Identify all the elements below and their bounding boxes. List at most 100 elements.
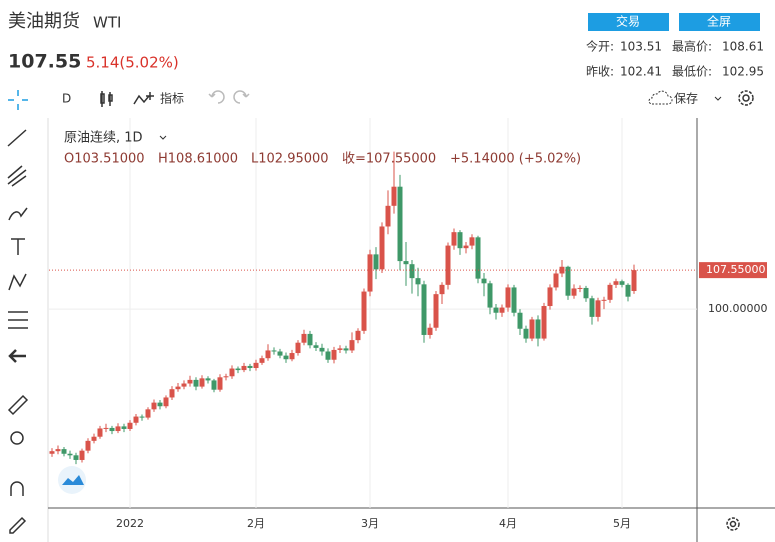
candle-body <box>373 254 379 270</box>
candle-body <box>529 319 535 339</box>
candle-body <box>349 340 355 351</box>
undo[interactable] <box>208 90 225 104</box>
candle-body <box>295 342 301 354</box>
candle-body <box>283 355 289 360</box>
interval[interactable]: D <box>62 92 71 106</box>
candle-body <box>169 389 175 398</box>
legend-change: +5.14000 (+5.02%) <box>450 152 581 167</box>
stat-value: 102.95 <box>722 65 764 79</box>
candle-body <box>265 350 271 359</box>
candle-body <box>133 416 139 423</box>
candle-body <box>589 298 595 317</box>
candle-body <box>451 232 457 246</box>
candle-body <box>331 349 337 360</box>
pattern-tool[interactable] <box>8 273 27 291</box>
candle-body <box>163 397 169 407</box>
legend-caret[interactable] <box>159 135 167 140</box>
candle-body <box>385 205 391 227</box>
brush-tool[interactable] <box>8 207 28 221</box>
stat-label: 最低价: <box>672 65 712 79</box>
redo[interactable] <box>233 90 250 104</box>
candle-body <box>415 278 421 285</box>
axis-settings[interactable] <box>726 517 740 531</box>
stat-label: 昨收: <box>586 65 614 79</box>
candle-body <box>103 427 109 429</box>
candle-body <box>91 436 97 441</box>
trade-button-label[interactable]: 交易 <box>616 14 640 29</box>
candle-body <box>505 287 511 308</box>
logo <box>58 466 86 494</box>
candle-body <box>217 377 223 390</box>
candle-body <box>379 226 385 270</box>
candle-body <box>301 333 307 343</box>
fullscreen-button-label[interactable]: 全屏 <box>707 14 731 29</box>
last-price-label: 107.55000 <box>706 263 766 276</box>
candle-body <box>235 368 241 371</box>
pitchfork-tool[interactable] <box>7 165 27 187</box>
candle-body <box>127 422 133 429</box>
candle-body <box>541 306 547 339</box>
legend-title: 原油连续, 1D <box>64 130 143 146</box>
candle-body <box>187 379 193 384</box>
candle-body <box>229 368 235 377</box>
candle-body <box>67 453 73 456</box>
zoom-tool[interactable] <box>10 431 24 445</box>
candle-body <box>535 319 541 339</box>
candle-body <box>427 327 433 335</box>
trade-button[interactable] <box>588 13 669 31</box>
candle-body <box>367 254 373 292</box>
candle-body <box>241 365 247 371</box>
x-tick-label: 3月 <box>361 517 379 530</box>
indicators[interactable]: 指标 <box>160 91 184 106</box>
legend-open: O103.51000 <box>64 152 145 167</box>
indicator-icon[interactable] <box>133 92 154 105</box>
x-tick-label: 5月 <box>613 517 631 530</box>
text-tool[interactable] <box>11 238 25 255</box>
lock-tool[interactable] <box>9 516 27 534</box>
cloud-icon[interactable] <box>648 90 673 105</box>
candle-body <box>253 362 259 369</box>
candle-body <box>445 245 451 285</box>
symbol: WTI <box>93 14 121 32</box>
candle-body <box>403 261 409 265</box>
line-tool[interactable] <box>7 129 27 147</box>
candle-body <box>319 347 325 352</box>
settings-icon[interactable] <box>738 90 754 106</box>
candle-body <box>397 186 403 262</box>
measure-tool[interactable] <box>7 394 29 416</box>
candle-body <box>325 351 331 360</box>
logo-mark <box>62 475 84 485</box>
prediction-tool[interactable] <box>8 311 28 329</box>
stat-value: 102.41 <box>620 65 662 79</box>
change: 5.14(5.02%) <box>86 54 179 72</box>
save-caret[interactable] <box>714 96 722 101</box>
crosshair-tool[interactable] <box>8 90 28 110</box>
candle-body <box>499 307 505 313</box>
candle-body <box>55 449 61 452</box>
x-tick-label: 4月 <box>499 517 517 530</box>
candle-body <box>97 428 103 437</box>
candle-body <box>583 287 589 299</box>
candle-body <box>157 402 163 407</box>
candle-body <box>211 380 217 390</box>
fullscreen-button[interactable] <box>679 13 760 31</box>
price: 107.55 <box>8 51 81 73</box>
candle-body <box>313 345 319 348</box>
back-tool[interactable] <box>8 349 26 363</box>
save[interactable]: 保存 <box>674 92 698 106</box>
y-tick-label: 100.00000 <box>708 302 768 315</box>
candle-body <box>469 237 475 246</box>
magnet-tool[interactable] <box>10 481 24 496</box>
candle-body <box>487 283 493 308</box>
candle-body <box>205 378 211 381</box>
stat-value: 103.51 <box>620 40 662 54</box>
candle-body <box>259 358 265 363</box>
candle-body <box>181 383 187 387</box>
candle-body <box>223 376 229 378</box>
candle-body <box>271 350 277 352</box>
candle-type-icon[interactable] <box>100 91 113 107</box>
candle-body <box>193 379 199 387</box>
candle-body <box>421 284 427 335</box>
